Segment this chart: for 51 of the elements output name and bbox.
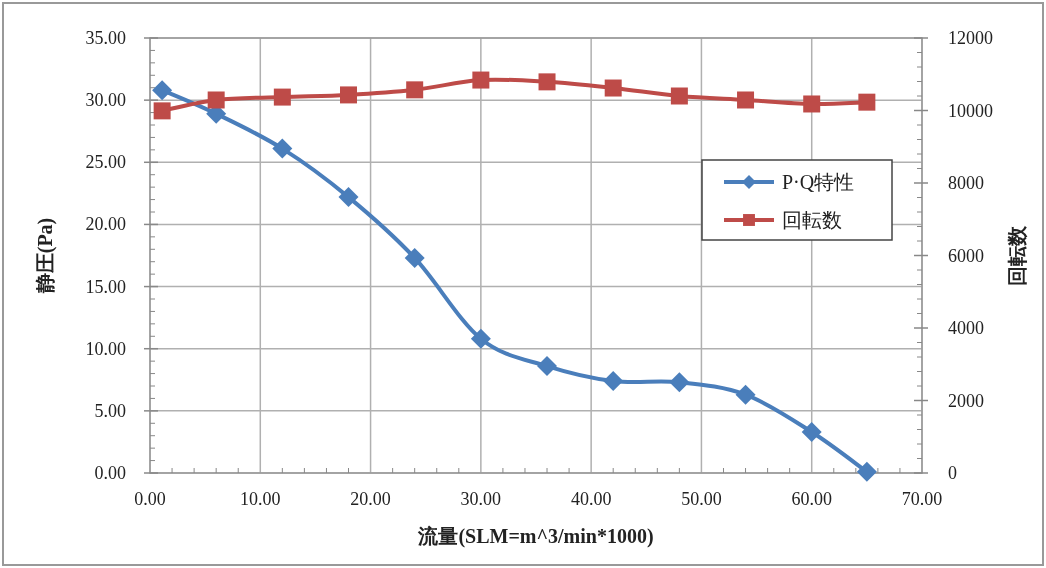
y2-axis-title: 回転数 (1006, 224, 1028, 286)
y-tick-label: 35.00 (85, 28, 126, 48)
point (472, 71, 490, 89)
y2-tick-label: 10000 (948, 100, 993, 121)
point (152, 80, 173, 101)
point (404, 247, 425, 268)
point (470, 328, 491, 349)
y2-tick-label: 4000 (948, 318, 984, 338)
y-tick-label: 25.00 (85, 152, 126, 173)
point (273, 88, 291, 106)
point (604, 79, 622, 97)
x-axis-title: 流量(SLM=m^3/min*1000) (417, 525, 654, 548)
legend-label: 回転数 (782, 209, 842, 231)
point (801, 421, 822, 442)
point (735, 384, 756, 405)
y-axis-title: 静圧(Pa) (34, 217, 57, 295)
x-tick-label: 70.00 (901, 489, 943, 509)
point (406, 81, 424, 99)
point (338, 187, 359, 208)
x-tick-label: 10.00 (240, 489, 281, 509)
y2-tick-label: 0 (948, 463, 957, 483)
y2-tick-label: 12000 (948, 28, 993, 48)
point (803, 95, 821, 113)
y2-tick-label: 2000 (948, 390, 984, 411)
x-tick-label: 0.00 (134, 489, 166, 509)
point (737, 91, 755, 109)
y2-tick-label: 6000 (948, 245, 984, 266)
y-tick-label: 10.00 (85, 338, 126, 359)
x-tick-label: 20.00 (350, 489, 391, 509)
x-tick-label: 30.00 (460, 489, 502, 509)
point (340, 86, 358, 104)
x-tick-label: 60.00 (791, 489, 832, 509)
point (207, 91, 225, 109)
y2-tick-label: 8000 (948, 173, 984, 193)
y-tick-label: 0.00 (94, 463, 126, 483)
x-tick-label: 50.00 (681, 489, 722, 509)
y-tick-label: 30.00 (85, 90, 126, 111)
y-tick-label: 20.00 (85, 214, 126, 235)
point (537, 356, 558, 377)
point (153, 102, 171, 120)
point (858, 93, 876, 111)
point (670, 87, 688, 105)
point (669, 372, 690, 393)
y-tick-label: 15.00 (85, 276, 126, 297)
point (603, 371, 624, 392)
y-tick-label: 5.00 (94, 400, 126, 421)
point (272, 138, 293, 159)
point (856, 461, 877, 482)
legend-label: P·Q特性 (782, 171, 855, 193)
x-tick-label: 40.00 (570, 489, 612, 509)
point (538, 73, 556, 91)
